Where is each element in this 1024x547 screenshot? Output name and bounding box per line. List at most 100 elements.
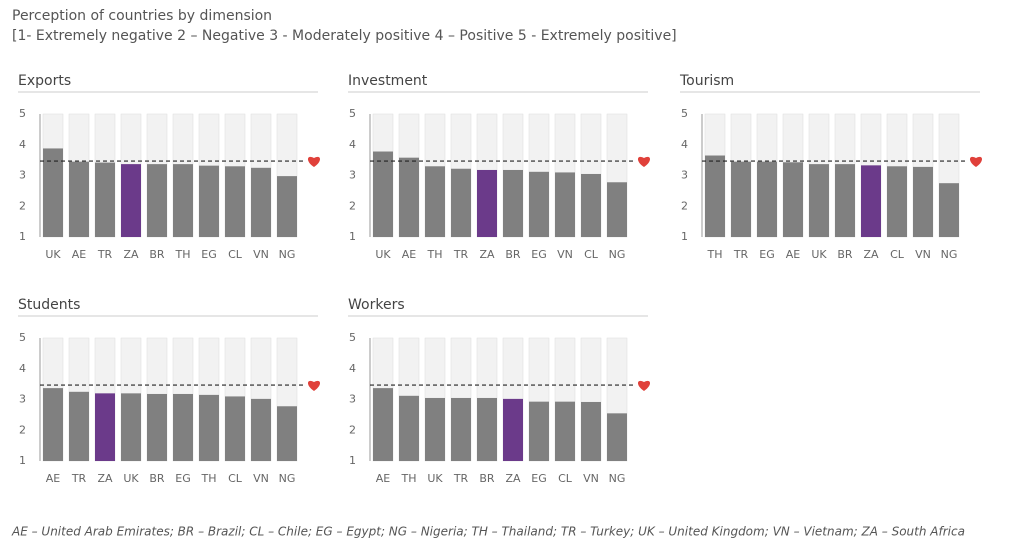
bar (757, 161, 777, 237)
x-tick-label: VN (253, 472, 269, 485)
y-tick-label: 4 (349, 362, 356, 375)
x-tick-label: NG (609, 472, 626, 485)
bar (95, 393, 115, 461)
bar (225, 396, 245, 461)
x-tick-label: AE (376, 472, 391, 485)
bar (121, 393, 141, 461)
bar (451, 168, 471, 237)
x-tick-label: TR (453, 248, 469, 261)
x-tick-label: CL (558, 472, 573, 485)
bar (225, 166, 245, 237)
bar (503, 398, 523, 461)
panel-title: Exports (18, 73, 71, 89)
x-tick-label: BR (479, 472, 495, 485)
bar (173, 164, 193, 237)
x-tick-label: NG (609, 248, 626, 261)
x-tick-label: AE (46, 472, 61, 485)
bar (199, 394, 219, 461)
x-tick-label: TH (427, 248, 443, 261)
y-tick-label: 5 (349, 107, 356, 120)
bar (529, 171, 549, 237)
panel-title: Workers (348, 297, 405, 313)
bar (173, 393, 193, 461)
bar (147, 393, 167, 461)
bar (425, 397, 445, 461)
y-tick-label: 3 (349, 393, 356, 406)
x-tick-label: VN (557, 248, 573, 261)
bar (529, 401, 549, 461)
bar (43, 388, 63, 461)
y-tick-label: 5 (19, 107, 26, 120)
y-tick-label: 3 (19, 169, 26, 182)
x-tick-label: VN (583, 472, 599, 485)
y-tick-label: 4 (19, 362, 26, 375)
x-tick-label: CL (228, 248, 243, 261)
bar (607, 182, 627, 237)
bar (69, 161, 89, 237)
x-tick-label: EG (175, 472, 190, 485)
bar (399, 157, 419, 237)
y-tick-label: 2 (19, 199, 26, 212)
bar (251, 167, 271, 237)
bar (913, 166, 933, 237)
bar (425, 166, 445, 237)
x-tick-label: TH (707, 248, 723, 261)
x-tick-label: ZA (97, 472, 113, 485)
bar (451, 397, 471, 461)
x-tick-label: NG (279, 248, 296, 261)
x-tick-label: VN (915, 248, 931, 261)
y-tick-label: 1 (19, 230, 26, 243)
bar (705, 155, 725, 237)
bar (251, 398, 271, 461)
x-tick-label: ZA (123, 248, 139, 261)
y-tick-label: 1 (349, 454, 356, 467)
x-tick-label: TR (453, 472, 469, 485)
heart-icon (637, 380, 651, 392)
x-tick-label: ZA (505, 472, 521, 485)
bar (69, 391, 89, 461)
x-tick-label: TR (733, 248, 749, 261)
panel: Investment 1 2 3 4 5 UK AE TH TR ZA BR EG VN CL NG (348, 73, 651, 261)
bar (477, 397, 497, 461)
heart-icon (969, 156, 983, 168)
y-tick-label: 1 (349, 230, 356, 243)
bar (783, 162, 803, 237)
heart-icon (637, 156, 651, 168)
bar (581, 401, 601, 461)
x-tick-label: BR (505, 248, 521, 261)
panel: Exports 1 2 3 4 5 UK AE TR ZA BR TH EG CL VN NG (18, 73, 321, 261)
bar (607, 413, 627, 461)
panel: Tourism 1 2 3 4 5 TH TR EG AE UK BR ZA CL VN NG (679, 73, 983, 261)
x-tick-label: TH (175, 248, 191, 261)
x-tick-label: EG (531, 472, 546, 485)
x-tick-label: CL (890, 248, 905, 261)
x-tick-label: EG (531, 248, 546, 261)
x-tick-label: AE (72, 248, 87, 261)
x-tick-label: ZA (479, 248, 495, 261)
bar (199, 165, 219, 237)
x-tick-label: AE (402, 248, 417, 261)
bar (555, 172, 575, 237)
bar (503, 169, 523, 237)
y-tick-label: 1 (681, 230, 688, 243)
x-tick-label: AE (786, 248, 801, 261)
bar (95, 162, 115, 237)
bar (43, 148, 63, 237)
x-tick-label: UK (811, 248, 827, 261)
x-tick-label: UK (375, 248, 391, 261)
x-tick-label: EG (201, 248, 216, 261)
y-tick-label: 2 (349, 199, 356, 212)
bar (147, 164, 167, 237)
bar (373, 388, 393, 461)
y-tick-label: 5 (19, 331, 26, 344)
bar (887, 166, 907, 237)
x-tick-label: TR (97, 248, 113, 261)
x-tick-label: CL (584, 248, 599, 261)
y-tick-label: 1 (19, 454, 26, 467)
y-tick-label: 4 (349, 138, 356, 151)
x-tick-label: CL (228, 472, 243, 485)
bar (399, 395, 419, 461)
bar (121, 164, 141, 237)
x-tick-label: BR (149, 248, 165, 261)
